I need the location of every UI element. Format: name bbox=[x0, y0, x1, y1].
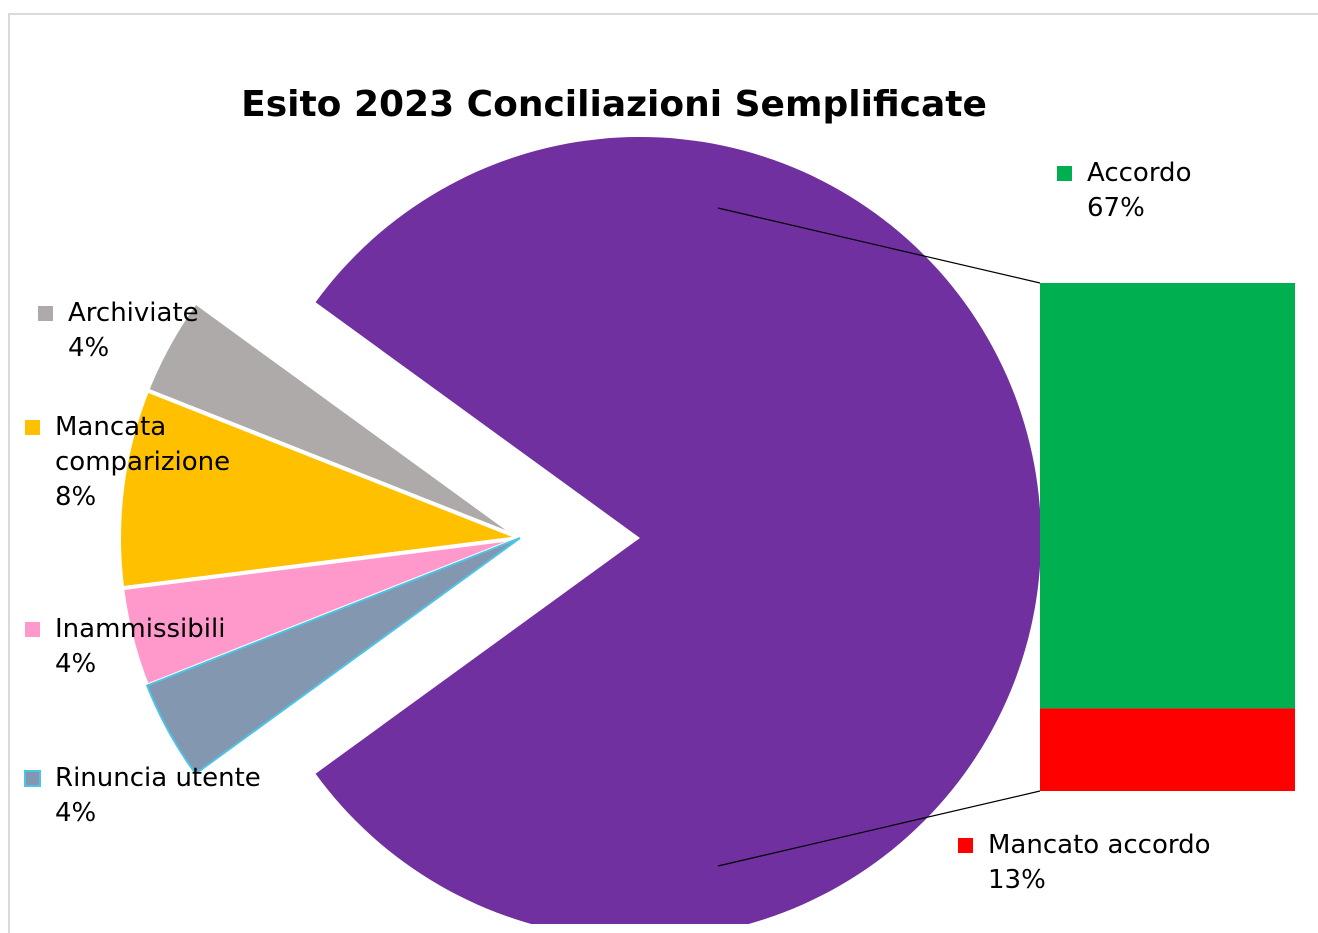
pie-slice-rinuncia-utente bbox=[145, 537, 521, 776]
legend-item-archiviate: Archiviate 4% bbox=[38, 298, 199, 363]
data-label-value-archiviate: 4% bbox=[68, 333, 109, 363]
data-label-name-inammissibili: Inammissibili bbox=[55, 614, 225, 644]
legend-swatch-accordo bbox=[1057, 166, 1072, 181]
legend-swatch-mancata-comparizione bbox=[25, 420, 40, 435]
connector-top bbox=[717, 207, 1041, 284]
legend-item-mancata-comparizione: Mancata comparizione 8% bbox=[25, 412, 230, 512]
pie-group bbox=[117, 137, 1041, 924]
legend-swatch-mancato-accordo bbox=[958, 838, 973, 853]
legend-swatch-rinuncia-utente bbox=[24, 770, 41, 787]
bar-segment-mancato-accordo bbox=[1040, 708, 1295, 791]
data-label-name-rinuncia-utente: Rinuncia utente bbox=[55, 763, 261, 793]
data-label-name-archiviate: Archiviate bbox=[68, 298, 199, 328]
pie-slice-mancata-comparizione bbox=[117, 387, 521, 591]
chart-title: Esito 2023 Conciliazioni Semplificate bbox=[241, 84, 987, 125]
stacked-bar bbox=[1040, 283, 1295, 791]
data-labels: Archiviate 4% Mancata comparizione 8% Inammis… bbox=[24, 158, 1211, 895]
data-label-value-mancata-comparizione: 8% bbox=[55, 482, 96, 512]
legend-item-rinuncia-utente: Rinuncia utente 4% bbox=[24, 763, 261, 828]
pie-slice-altro bbox=[315, 137, 1041, 924]
data-label-name-accordo: Accordo bbox=[1087, 158, 1191, 188]
data-label-value-rinuncia-utente: 4% bbox=[55, 798, 96, 828]
data-label-value-inammissibili: 4% bbox=[55, 649, 96, 679]
data-label-value-accordo: 67% bbox=[1087, 193, 1145, 223]
data-label-name-mancata-comparizione: comparizione bbox=[55, 447, 230, 477]
data-label-value-mancato-accordo: 13% bbox=[988, 865, 1046, 895]
legend-item-accordo: Accordo 67% bbox=[1057, 158, 1191, 223]
data-label-name-mancato-accordo: Mancato accordo bbox=[988, 830, 1211, 860]
data-label-name-mancata-comparizione: Mancata bbox=[55, 412, 166, 442]
connector-lines bbox=[717, 207, 1041, 867]
legend-item-inammissibili: Inammissibili 4% bbox=[25, 614, 225, 679]
legend-item-mancato-accordo: Mancato accordo 13% bbox=[958, 830, 1211, 895]
chart-frame bbox=[8, 13, 1318, 933]
legend-swatch-inammissibili bbox=[25, 622, 40, 637]
bar-segment-accordo bbox=[1040, 283, 1295, 709]
connector-bottom bbox=[717, 790, 1041, 867]
legend-swatch-archiviate bbox=[38, 306, 53, 321]
